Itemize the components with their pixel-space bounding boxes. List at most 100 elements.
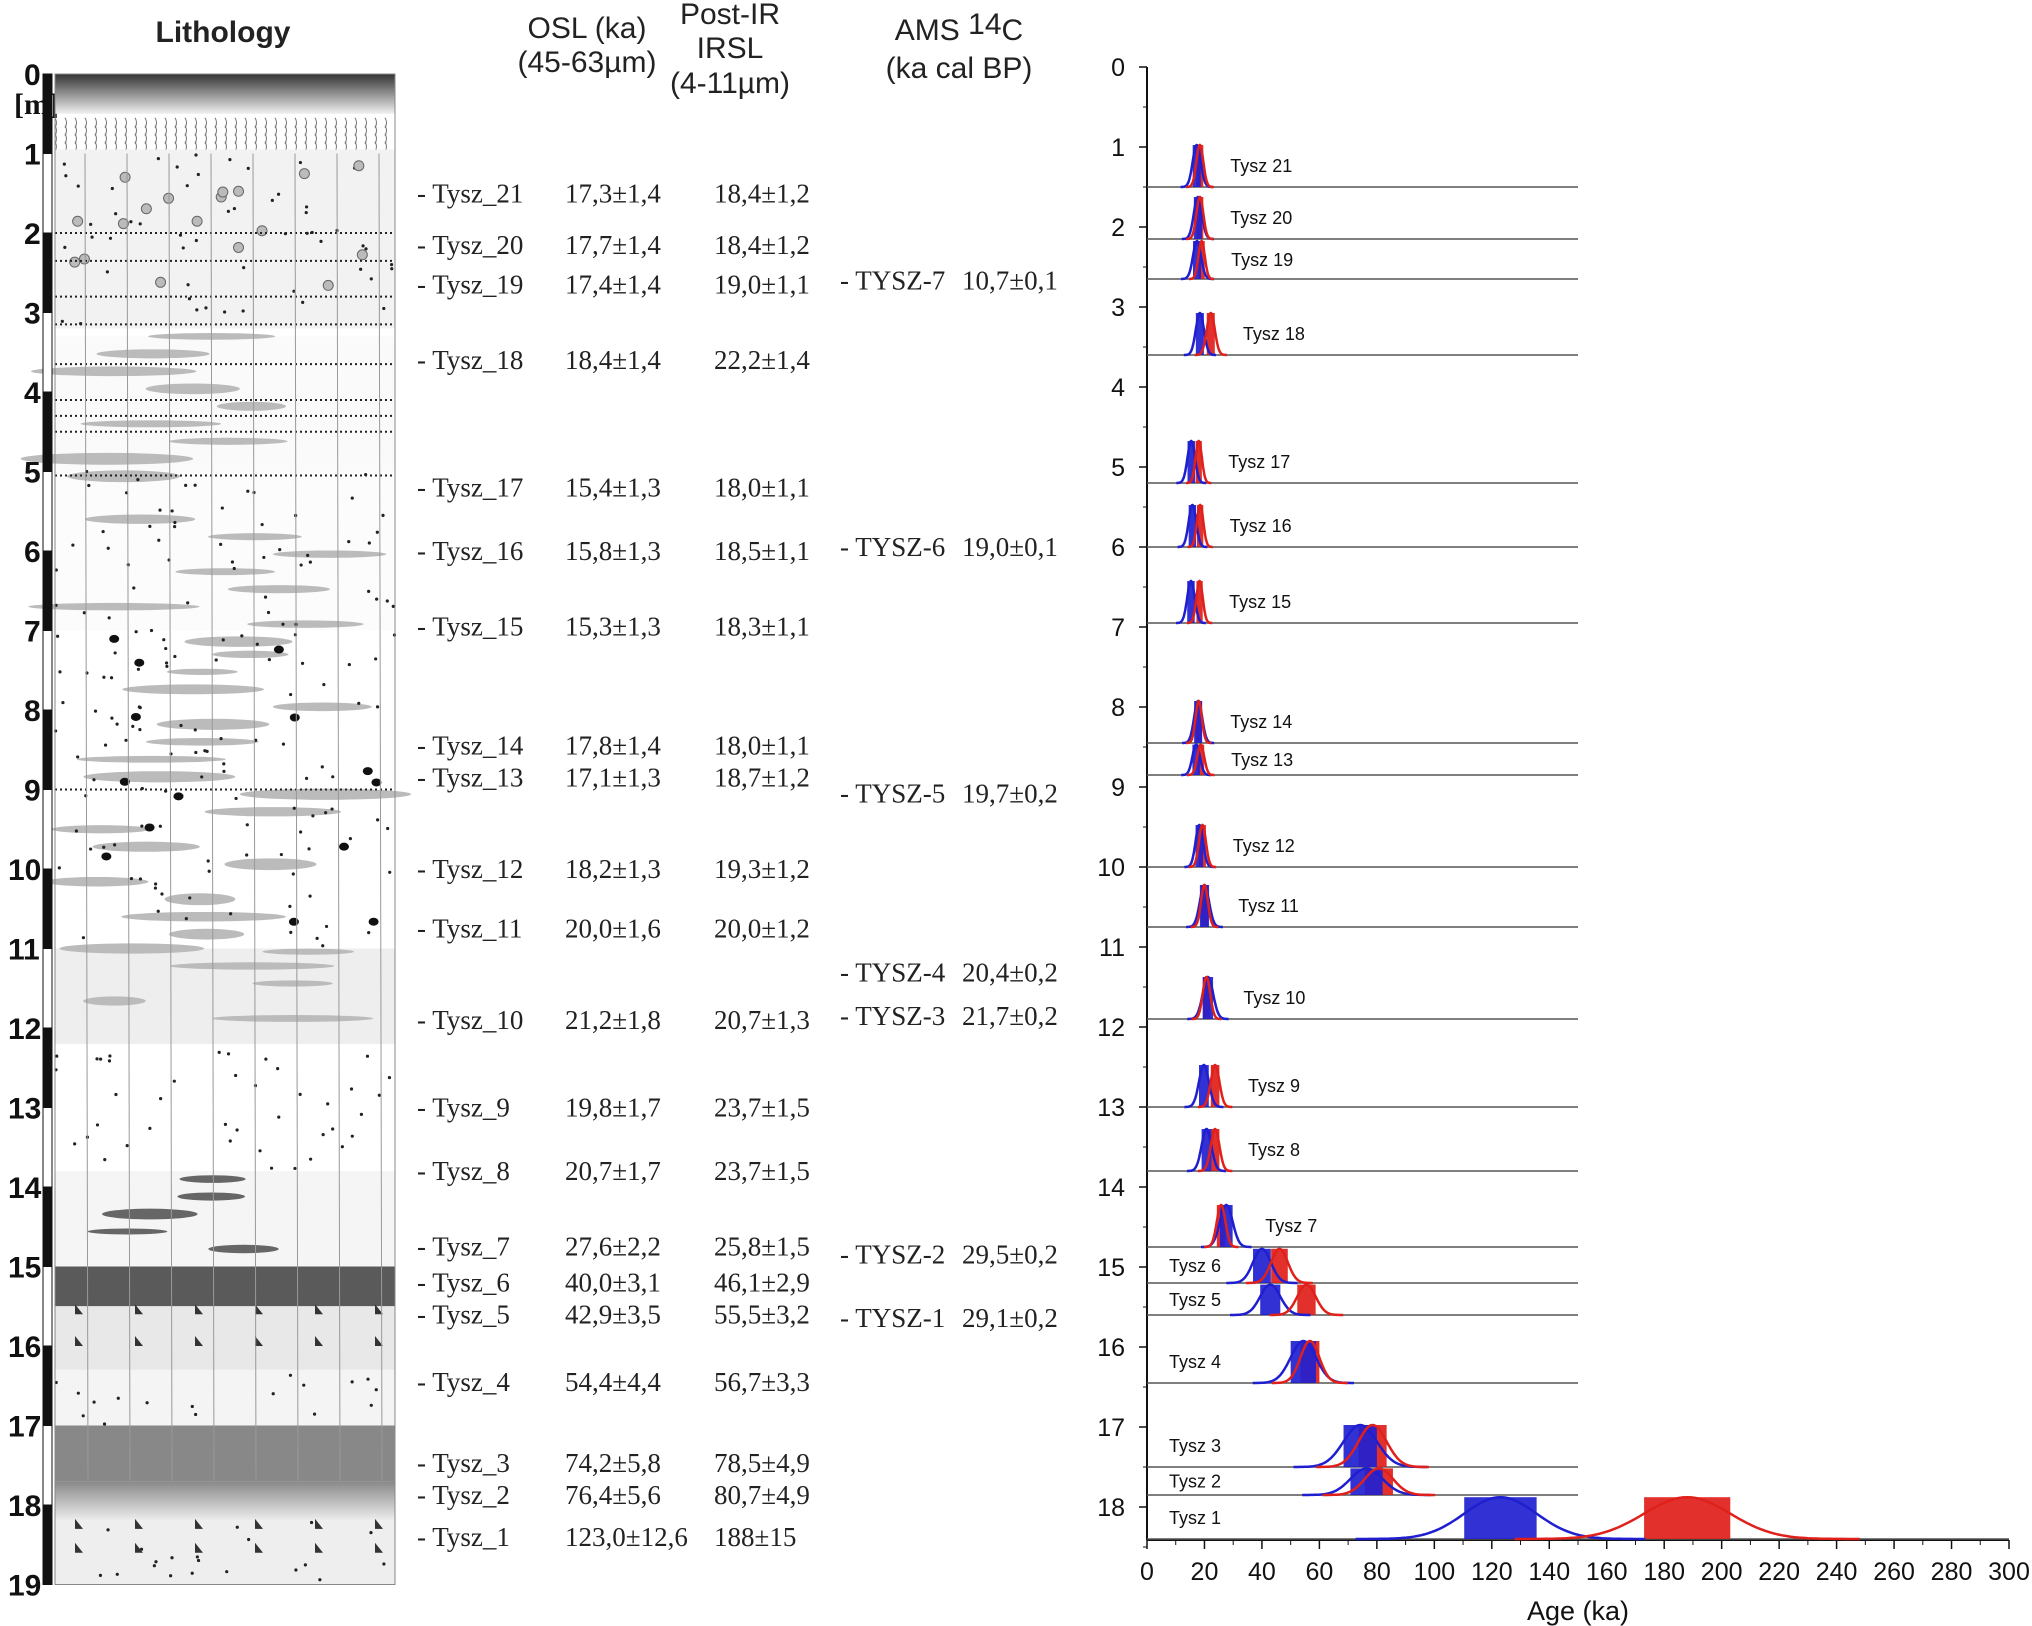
y-tick-label: 13 xyxy=(1097,1094,1125,1122)
grain-dot xyxy=(255,642,259,646)
sample-name: - Tysz_5 xyxy=(417,1299,510,1329)
osl-age: 17,7±1,4 xyxy=(565,230,661,260)
sediment-lens xyxy=(96,349,210,359)
grain-dot xyxy=(245,853,249,857)
osl-distribution-curve xyxy=(1226,1247,1298,1285)
grain-dot xyxy=(348,837,352,841)
grain-dot xyxy=(230,560,235,564)
grain-dot xyxy=(203,749,207,753)
grain-dot xyxy=(303,1563,307,1567)
grain-dot xyxy=(115,1572,119,1576)
irsl-age: 18,0±1,1 xyxy=(714,472,810,502)
irsl-age: 19,3±1,2 xyxy=(714,854,810,884)
grain-dot xyxy=(108,236,113,240)
osl-sigma-box xyxy=(1193,197,1202,239)
column-outline xyxy=(54,73,396,1585)
x-tick-label: 80 xyxy=(1363,1558,1391,1586)
osl-sigma-box xyxy=(1464,1497,1537,1539)
grain-dot xyxy=(165,664,169,668)
root-trace xyxy=(252,153,257,1482)
grain-dot xyxy=(331,775,335,779)
grain-dot xyxy=(221,638,225,642)
grain-dot xyxy=(304,776,309,780)
grain-dot xyxy=(357,701,361,705)
grain-dot xyxy=(322,682,326,687)
y-tick-label: 0 xyxy=(1111,54,1125,82)
y-tick-label: 11 xyxy=(1099,934,1125,962)
irsl-age: 23,7±1,5 xyxy=(714,1093,810,1123)
panel-label: Tysz 1 xyxy=(1169,1508,1221,1528)
irsl-distribution-curve xyxy=(1322,1467,1436,1497)
grain-dot xyxy=(103,743,108,747)
sediment-lens xyxy=(179,1175,246,1183)
panel-label: Tysz 20 xyxy=(1230,208,1292,228)
grain-dot xyxy=(164,661,169,665)
sediment-lens xyxy=(51,825,151,834)
osl-sigma-box xyxy=(1187,441,1195,483)
grain-dot xyxy=(134,630,138,634)
sediment-lens xyxy=(175,568,276,576)
grain-dot xyxy=(92,778,96,782)
irsl-distribution-curve xyxy=(1197,1127,1233,1173)
pebble xyxy=(117,218,129,230)
depth-scale-segment xyxy=(42,1107,53,1188)
sediment-lens xyxy=(169,437,288,445)
grain-dot xyxy=(186,283,190,287)
grain-dot xyxy=(276,1066,280,1071)
sample-name: - Tysz_2 xyxy=(417,1480,510,1510)
grain-dot xyxy=(114,212,118,216)
depth-tick-label: 15 xyxy=(8,1252,41,1285)
pebble xyxy=(78,253,90,265)
pebble xyxy=(256,225,268,237)
grain-dot xyxy=(114,1092,118,1097)
sample-name: - Tysz_13 xyxy=(417,763,523,793)
irsl-age: 19,0±1,1 xyxy=(714,270,810,300)
ams-age: 21,7±0,2 xyxy=(962,1001,1058,1031)
y-tick-label: 18 xyxy=(1097,1494,1125,1522)
grain-dot xyxy=(62,162,66,166)
lithology-band xyxy=(55,1520,395,1585)
triangle-mark xyxy=(195,1542,203,1553)
root-trace xyxy=(336,153,341,1482)
y-tick-label: 14 xyxy=(1097,1174,1125,1202)
grain-dot xyxy=(95,1057,99,1061)
pebble xyxy=(356,249,368,261)
irsl-distribution-curve xyxy=(1203,1203,1239,1249)
sample-name: - Tysz_4 xyxy=(417,1367,510,1397)
sediment-lens xyxy=(83,996,146,1006)
x-tick-label: 0 xyxy=(1140,1558,1154,1586)
depth-tick-label: 18 xyxy=(8,1490,41,1523)
ams-sample-name: - TYSZ-6 xyxy=(840,532,945,562)
pebble xyxy=(353,160,365,172)
grain-dot xyxy=(190,1404,194,1409)
sediment-lens xyxy=(177,1192,246,1201)
soil-layer xyxy=(55,74,395,114)
grain-dot xyxy=(169,1574,173,1578)
lithology-column xyxy=(20,73,412,1585)
grain-dot xyxy=(95,1123,100,1127)
grain-dot xyxy=(61,700,65,705)
grain-dot xyxy=(106,1528,110,1532)
y-tick-label: 7 xyxy=(1111,614,1125,642)
clast-mark xyxy=(134,658,145,667)
grain-dot xyxy=(301,300,305,304)
grain-dot xyxy=(311,814,315,818)
osl-age: 123,0±12,6 xyxy=(565,1522,688,1552)
x-tick-label: 200 xyxy=(1701,1558,1743,1586)
grain-dot xyxy=(369,1531,373,1535)
osl-sigma-box xyxy=(1343,1425,1377,1467)
grain-dot xyxy=(330,807,334,811)
sediment-lens xyxy=(208,533,302,541)
grain-dot xyxy=(196,1558,201,1563)
irsl-age: 25,8±1,5 xyxy=(714,1232,810,1262)
grain-dot xyxy=(375,530,379,534)
depth-scale-segment xyxy=(42,1266,53,1347)
osl-distribution-curve xyxy=(1181,743,1212,777)
irsl-age: 18,0±1,1 xyxy=(714,731,810,761)
irsl-age: 78,5±4,9 xyxy=(714,1448,810,1478)
grain-dot xyxy=(63,245,67,249)
grain-dot xyxy=(156,909,160,913)
osl-distribution-curve xyxy=(1176,439,1207,485)
pebble xyxy=(217,186,229,198)
sediment-lens xyxy=(156,718,270,730)
